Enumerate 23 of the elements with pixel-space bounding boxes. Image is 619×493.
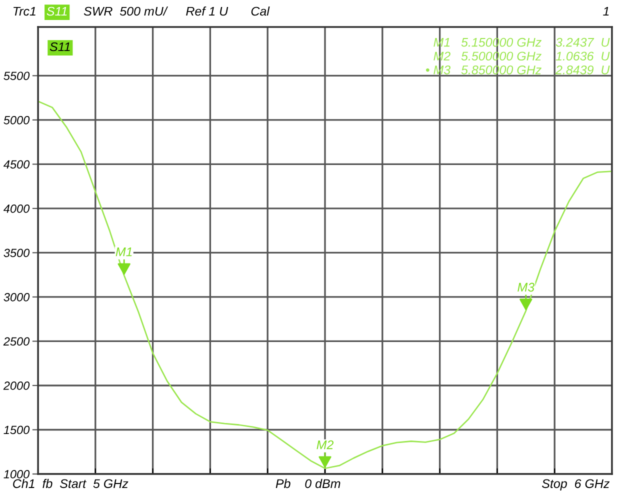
y-tick-label: 5000 xyxy=(4,116,30,124)
y-tick-label: 3500 xyxy=(4,248,30,258)
annotation: M1 xyxy=(116,248,132,256)
annotation: M2 xyxy=(316,440,334,450)
y-tick-label: 4500 xyxy=(3,160,30,169)
y-tick-label: 3000 xyxy=(4,293,30,302)
y-tick-label: 1000 xyxy=(4,470,30,478)
y-tick-label: 1500 xyxy=(4,426,30,434)
y-tick-label: 2000 xyxy=(3,382,30,390)
text: Trc1 xyxy=(14,6,36,16)
text: Cal xyxy=(251,6,270,16)
annotation: M3 xyxy=(518,282,534,292)
y-tick-label: 5500 xyxy=(4,72,30,80)
text: Ch1 fb Start 5 GHz xyxy=(13,478,128,488)
y-tick-label: 4000 xyxy=(3,204,30,213)
text: Stop 6 GHz xyxy=(542,479,610,491)
text: Pb 0 dBm xyxy=(276,478,340,488)
text: Ref 1 U xyxy=(186,6,228,16)
y-tick-label: 2500 xyxy=(3,337,30,346)
text: SWR 500 mU/ xyxy=(84,6,168,16)
text: 1 xyxy=(603,6,609,16)
text: S11 xyxy=(46,6,67,16)
annotation: S11 xyxy=(50,42,70,52)
